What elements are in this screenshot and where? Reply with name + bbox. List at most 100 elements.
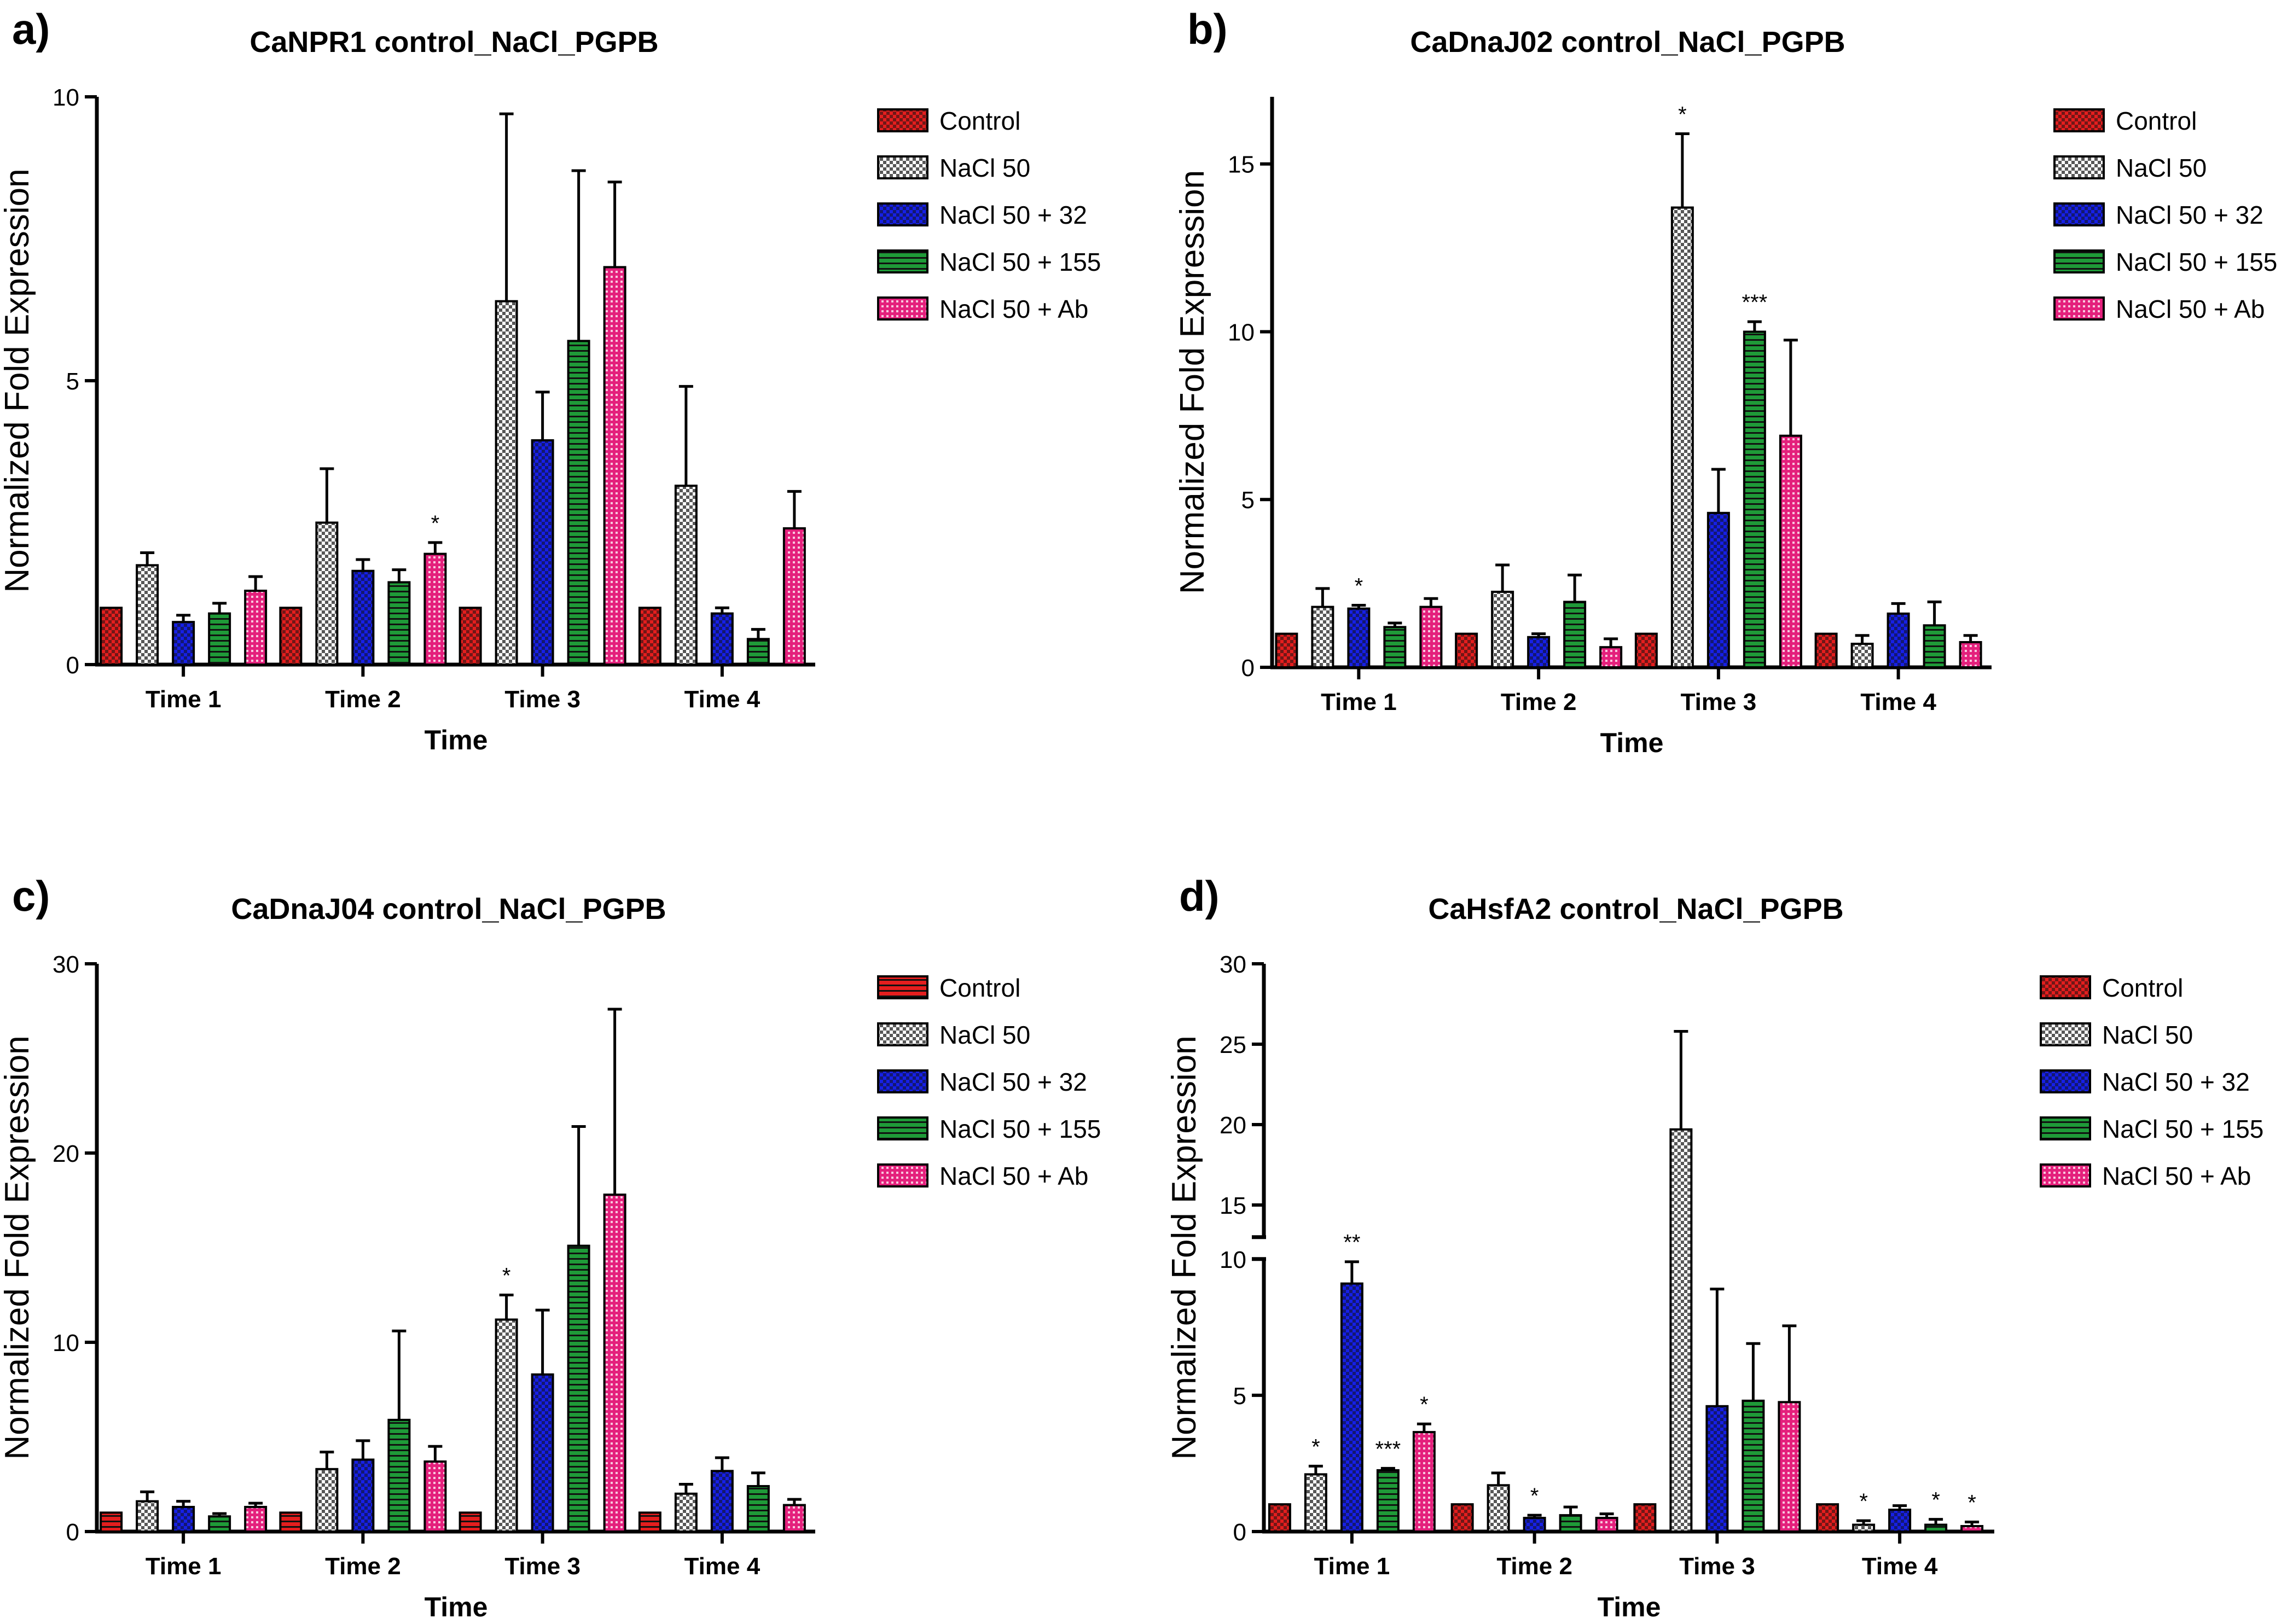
bar bbox=[208, 1515, 231, 1533]
error-bar bbox=[356, 558, 370, 571]
axes: 0 10 20 30 Time 1 Time 2 Time 3 Time 4 bbox=[53, 951, 815, 1580]
bar bbox=[279, 1511, 303, 1533]
x-tick-label: Time 2 bbox=[1501, 689, 1577, 715]
x-tick-label: Time 1 bbox=[146, 686, 222, 713]
bar bbox=[1960, 1525, 1984, 1533]
y-axis-label: Normalized Fold Expression bbox=[1174, 170, 1211, 594]
bars: * bbox=[100, 1008, 806, 1533]
legend-label: NaCl 50 bbox=[2102, 1021, 2193, 1049]
legend: Control NaCl 50 NaCl 50 + 32 NaCl 50 + 155 N… bbox=[877, 107, 1101, 323]
x-axis-label: Time bbox=[1600, 727, 1664, 758]
legend-label: Control bbox=[2102, 974, 2183, 1002]
bar bbox=[1743, 330, 1766, 668]
panel-label: d) bbox=[1179, 872, 1220, 920]
error-bar bbox=[607, 1008, 622, 1195]
error-bar bbox=[1855, 634, 1870, 644]
x-tick-label: Time 4 bbox=[1862, 1553, 1938, 1580]
legend-label: NaCl 50 + 155 bbox=[2116, 248, 2277, 276]
legend-swatch bbox=[877, 155, 928, 179]
legend-swatch bbox=[877, 202, 928, 226]
bar bbox=[531, 1373, 554, 1533]
error-bar bbox=[1891, 602, 1906, 614]
error-bar bbox=[1495, 563, 1510, 592]
axes: 0 5 10 15 20 25 30 Time 1 Time 2 Time 3 Time 4 bbox=[1220, 951, 1994, 1580]
error-bar bbox=[1351, 603, 1366, 609]
y-tick-label: 20 bbox=[1220, 1112, 1246, 1139]
y-tick-label: 10 bbox=[53, 84, 79, 111]
bar bbox=[1523, 1517, 1546, 1533]
bar bbox=[1852, 1523, 1876, 1533]
significance-marker: * bbox=[502, 1264, 511, 1288]
bar bbox=[458, 1511, 482, 1533]
bar bbox=[710, 1470, 734, 1533]
bar bbox=[387, 581, 411, 666]
bar bbox=[1487, 1484, 1510, 1533]
error-bar bbox=[1710, 1288, 1725, 1406]
legend-swatch bbox=[2053, 249, 2105, 273]
legend: Control NaCl 50 NaCl 50 + 32 NaCl 50 + 155 N… bbox=[877, 974, 1101, 1190]
chart-panel: c) CaDnaJ04 control_NaCl_PGPB 0 10 20 30 Time … bbox=[0, 872, 1101, 1622]
legend-swatch bbox=[2040, 1116, 2091, 1140]
bar bbox=[603, 266, 626, 666]
bar bbox=[1376, 1469, 1400, 1533]
error-bar bbox=[1711, 468, 1726, 513]
y-tick-label: 0 bbox=[66, 652, 79, 679]
legend-label: NaCl 50 + 155 bbox=[939, 248, 1101, 276]
error-bar bbox=[571, 1125, 586, 1246]
bar bbox=[1419, 606, 1443, 668]
bar bbox=[1888, 1509, 1912, 1533]
bar bbox=[638, 607, 661, 666]
bar bbox=[1924, 1523, 1948, 1533]
error-bar bbox=[1417, 1422, 1431, 1433]
y-tick-label: 0 bbox=[1233, 1519, 1246, 1546]
legend-label: NaCl 50 + 32 bbox=[2102, 1068, 2250, 1096]
bar bbox=[531, 439, 554, 666]
significance-marker: * bbox=[1355, 574, 1363, 598]
bar bbox=[1923, 624, 1946, 669]
bar bbox=[1850, 643, 1874, 669]
significance-marker: ** bbox=[1343, 1231, 1360, 1255]
error-bar bbox=[140, 551, 155, 566]
significance-marker: * bbox=[1967, 1491, 1976, 1515]
legend-label: NaCl 50 + Ab bbox=[2116, 295, 2265, 323]
y-tick-label: 10 bbox=[1220, 1247, 1246, 1273]
bar bbox=[172, 1506, 195, 1533]
y-tick-label: 5 bbox=[66, 368, 79, 395]
bar bbox=[1816, 1503, 1839, 1533]
y-axis-label: Normalized Fold Expression bbox=[0, 168, 36, 592]
error-bar bbox=[428, 1445, 443, 1462]
legend-swatch bbox=[877, 1116, 928, 1140]
y-tick-label: 0 bbox=[66, 1519, 79, 1546]
bar bbox=[1275, 632, 1298, 669]
y-tick-label: 15 bbox=[1228, 152, 1255, 178]
error-bar bbox=[176, 614, 191, 622]
legend-swatch bbox=[2040, 1069, 2091, 1093]
error-bar bbox=[1563, 1505, 1578, 1516]
legend-swatch bbox=[877, 108, 928, 132]
error-bar bbox=[1856, 1519, 1871, 1525]
error-bar bbox=[320, 1451, 334, 1469]
bar bbox=[172, 621, 195, 666]
significance-marker: * bbox=[1311, 1435, 1320, 1459]
bar bbox=[136, 1500, 159, 1533]
bar bbox=[710, 612, 734, 666]
y-tick-label: 10 bbox=[53, 1330, 79, 1357]
bar bbox=[458, 607, 482, 666]
bar bbox=[1599, 646, 1623, 668]
y-tick-label: 0 bbox=[1241, 655, 1255, 682]
error-bar bbox=[1893, 1504, 1907, 1510]
bars: * bbox=[100, 112, 806, 666]
bar bbox=[1705, 1405, 1729, 1533]
legend-swatch bbox=[2040, 1163, 2091, 1188]
legend-swatch bbox=[2040, 1022, 2091, 1046]
legend-swatch bbox=[2040, 975, 2091, 999]
legend-label: NaCl 50 + 32 bbox=[939, 1068, 1087, 1096]
error-bar bbox=[499, 112, 514, 301]
y-tick-label: 25 bbox=[1220, 1032, 1246, 1058]
bar bbox=[244, 590, 268, 666]
bar bbox=[567, 340, 590, 666]
legend-swatch bbox=[2053, 155, 2105, 179]
bar bbox=[1779, 434, 1802, 669]
panel-label: a) bbox=[12, 5, 50, 53]
